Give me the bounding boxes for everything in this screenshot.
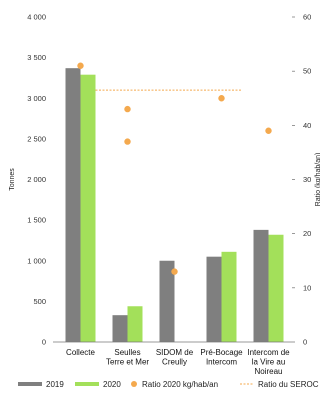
bar-2020-3 (221, 251, 237, 342)
y-tick-label: 1 500 (27, 216, 46, 225)
y-tick-label: 0 (42, 338, 46, 347)
y-tick-label: 2 000 (27, 175, 46, 184)
y-axis-title: Tonnes (9, 168, 16, 191)
y2-tick-label: 10 (303, 283, 311, 292)
y-tick-label: 1 000 (27, 256, 46, 265)
category-label: Noireau (254, 367, 282, 376)
ratio-point-0 (77, 62, 84, 69)
legend-label: 2019 (46, 380, 64, 389)
ratio-extra-point-0 (124, 138, 131, 145)
category-label: Pré-Bocage (200, 348, 243, 357)
y2-tick-label: 40 (303, 121, 311, 130)
bar-2019-4 (253, 229, 269, 342)
category-label: la Vire au (252, 358, 286, 367)
legend-swatch-2020 (75, 382, 99, 386)
bar-2019-0 (65, 68, 81, 342)
category-label: SIDOM de (156, 348, 194, 357)
bar-2019-3 (206, 256, 222, 342)
category-label: Intercom (206, 358, 237, 367)
legend-marker-ratio (131, 381, 137, 387)
y2-axis-title: Ratio (kg/hab/an) (315, 153, 320, 207)
y-tick-label: 2 500 (27, 134, 46, 143)
bar-2019-1 (112, 315, 128, 342)
y2-tick-label: 20 (303, 229, 311, 238)
legend-label: Ratio 2020 kg/hab/an (142, 380, 218, 389)
bar-2019-2 (159, 260, 175, 342)
category-label: Intercom de (247, 348, 290, 357)
category-label: Terre et Mer (106, 358, 149, 367)
category-label: Seulles (114, 348, 140, 357)
y-tick-label: 3 000 (27, 94, 46, 103)
ratio-point-2 (171, 268, 178, 275)
legend-label: 2020 (103, 380, 121, 389)
ratio-point-3 (218, 95, 225, 102)
ratio-point-1 (124, 105, 131, 113)
y2-tick-label: 50 (303, 67, 311, 76)
category-label: Collecte (66, 348, 95, 357)
bar-2020-4 (268, 234, 284, 342)
y-tick-label: 3 500 (27, 53, 46, 62)
bar-2020-0 (80, 74, 96, 342)
y2-tick-label: 30 (303, 175, 311, 184)
legend-swatch-2019 (18, 382, 42, 386)
legend-label: Ratio du SEROC (258, 380, 319, 389)
y-tick-label: 4 000 (27, 13, 46, 22)
category-label: Creully (162, 358, 187, 367)
bar-2020-1 (127, 306, 143, 342)
y2-tick-label: 60 (303, 13, 311, 22)
ratio-point-4 (265, 127, 272, 134)
y2-tick-label: 0 (303, 338, 307, 347)
y-tick-label: 500 (33, 297, 46, 306)
